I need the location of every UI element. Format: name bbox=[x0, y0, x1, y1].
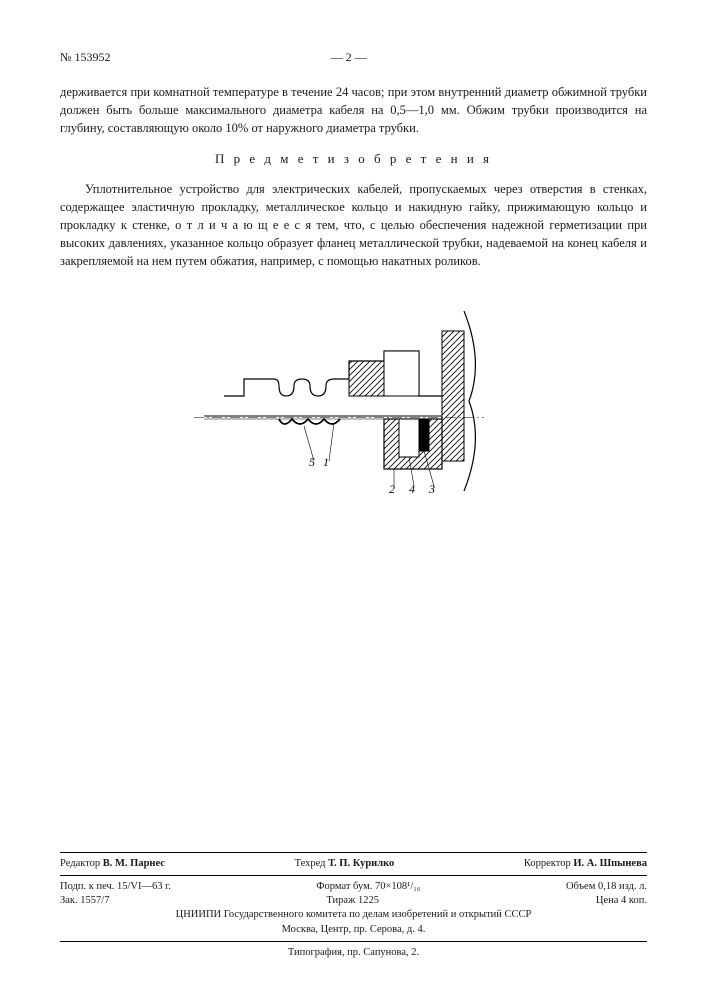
editor-credit: Редактор В. М. Парнес bbox=[60, 857, 165, 871]
print-info-row2: Зак. 1557/7 Тираж 1225 Цена 4 коп. bbox=[60, 894, 647, 908]
figure-label: 4 bbox=[409, 482, 415, 496]
publisher-address: Москва, Центр, пр. Серова, д. 4. bbox=[60, 923, 647, 937]
credits-row: Редактор В. М. Парнес Техред Т. П. Курил… bbox=[60, 857, 647, 871]
document-number: № 153952 bbox=[60, 50, 110, 65]
order-number: Зак. 1557/7 bbox=[60, 894, 109, 908]
technical-drawing: 51 243 bbox=[184, 301, 524, 501]
corrector-credit: Корректор И. А. Шпынева bbox=[524, 857, 647, 871]
print-date: Подп. к печ. 15/VI—63 г. bbox=[60, 880, 171, 894]
figure-label: 3 bbox=[428, 482, 435, 496]
colophon: Редактор В. М. Парнес Техред Т. П. Курил… bbox=[60, 848, 647, 960]
print-volume: Объем 0,18 изд. л. bbox=[566, 880, 647, 894]
print-run: Тираж 1225 bbox=[326, 894, 379, 908]
page: № 153952 — 2 — держивается при комнатной… bbox=[0, 0, 707, 1000]
price: Цена 4 коп. bbox=[596, 894, 647, 908]
figure-container: 51 243 bbox=[60, 301, 647, 501]
paragraph-continuation: держивается при комнатной температуре в … bbox=[60, 83, 647, 137]
print-info-row1: Подп. к печ. 15/VI—63 г. Формат бум. 70×… bbox=[60, 880, 647, 894]
header-spacer bbox=[587, 50, 647, 65]
page-number: — 2 — bbox=[331, 50, 367, 65]
figure-label: 1 bbox=[323, 455, 329, 469]
claim-paragraph: Уплотнительное устройство для электричес… bbox=[60, 180, 647, 271]
figure-label: 5 bbox=[309, 455, 315, 469]
techred-credit: Техред Т. П. Курилко bbox=[295, 857, 395, 871]
figure-label: 2 bbox=[389, 482, 395, 496]
paper-format: Формат бум. 70×108¹/₁₆ bbox=[316, 880, 420, 894]
publisher-org: ЦНИИПИ Государственного комитета по дела… bbox=[60, 908, 647, 922]
typography-credit: Типография, пр. Сапунова, 2. bbox=[60, 946, 647, 960]
section-title: П р е д м е т и з о б р е т е н и я bbox=[60, 151, 647, 167]
page-header: № 153952 — 2 — bbox=[60, 50, 647, 65]
